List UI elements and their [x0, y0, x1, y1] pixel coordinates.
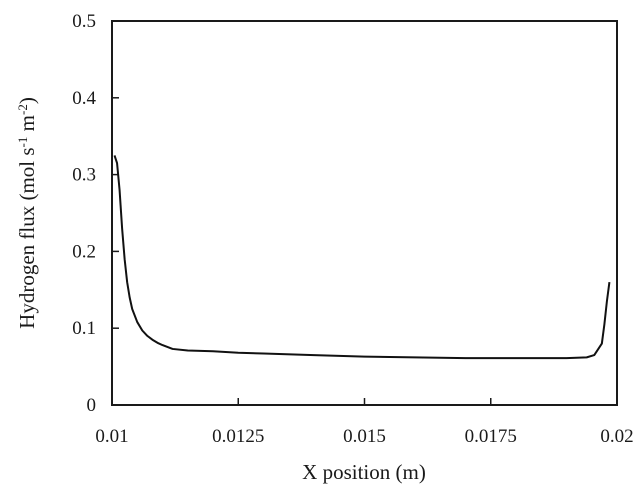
y-tick-label: 0.4	[72, 88, 96, 109]
y-tick-label: 0.5	[72, 11, 96, 32]
x-tick-label: 0.01	[95, 426, 128, 447]
x-tick-label: 0.0175	[465, 426, 517, 447]
y-tick-label: 0	[87, 395, 97, 416]
y-axis-label-exp2: -2	[15, 104, 30, 115]
y-axis-label-post: )	[15, 97, 39, 104]
y-axis-label-mid: m	[15, 115, 39, 137]
y-axis-ticks: 0 0.1 0.2 0.3 0.4 0.5	[72, 11, 119, 416]
y-axis-label-exp1: -1	[15, 137, 30, 148]
hydrogen-flux-line	[113, 155, 611, 360]
x-tick-label: 0.0125	[212, 426, 264, 447]
x-tick-label: 0.015	[343, 426, 386, 447]
plot-area-frame	[111, 20, 618, 406]
y-tick-label: 0.2	[72, 241, 96, 262]
y-axis-label: Hydrogen flux (mol s-1 m-2)	[15, 97, 40, 329]
y-axis-label-pre: Hydrogen flux (mol s	[15, 147, 39, 328]
y-tick-label: 0.1	[72, 318, 96, 339]
x-tick-label: 0.02	[600, 426, 633, 447]
x-axis-ticks: 0.01 0.0125 0.015 0.0175 0.02	[95, 398, 633, 447]
x-axis-label: X position (m)	[302, 460, 426, 484]
y-tick-label: 0.3	[72, 165, 96, 186]
